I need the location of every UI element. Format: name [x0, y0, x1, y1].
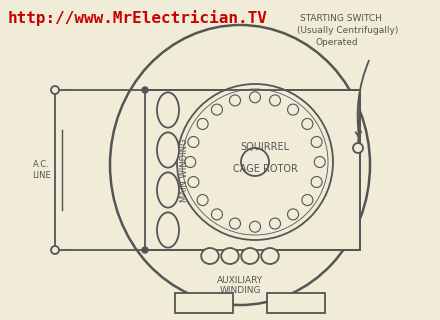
Text: A.C.
LINE: A.C. LINE [32, 160, 51, 180]
Circle shape [230, 95, 241, 106]
Text: Operated: Operated [315, 38, 358, 47]
Circle shape [311, 137, 322, 148]
Ellipse shape [157, 212, 179, 248]
Circle shape [51, 86, 59, 94]
Circle shape [142, 87, 148, 93]
Ellipse shape [241, 248, 259, 264]
Circle shape [188, 177, 199, 188]
Ellipse shape [221, 248, 239, 264]
Text: WINDING: WINDING [219, 286, 261, 295]
Circle shape [288, 104, 299, 115]
Bar [175, 293, 233, 313]
Circle shape [249, 221, 260, 232]
Circle shape [197, 118, 208, 130]
Text: AUXILIARY: AUXILIARY [217, 276, 263, 285]
Ellipse shape [110, 25, 370, 305]
Circle shape [212, 104, 223, 115]
Ellipse shape [157, 132, 179, 168]
Text: http://www.MrElectrician.TV: http://www.MrElectrician.TV [8, 10, 268, 26]
Circle shape [302, 195, 313, 205]
Circle shape [185, 156, 196, 167]
Bar [267, 293, 325, 313]
Text: STARTING SWITCH: STARTING SWITCH [300, 14, 382, 23]
Circle shape [142, 247, 148, 253]
Circle shape [270, 95, 281, 106]
Circle shape [353, 143, 363, 153]
Ellipse shape [261, 248, 279, 264]
Circle shape [188, 137, 199, 148]
Bar [145, 90, 360, 250]
Circle shape [311, 177, 322, 188]
Ellipse shape [157, 172, 179, 208]
Ellipse shape [157, 92, 179, 128]
Text: (Usually Centrifugally): (Usually Centrifugally) [297, 26, 398, 35]
Circle shape [241, 148, 269, 176]
Text: CAGE ROTOR: CAGE ROTOR [233, 164, 297, 174]
Circle shape [288, 209, 299, 220]
Circle shape [177, 84, 333, 240]
Circle shape [314, 156, 325, 167]
Circle shape [230, 218, 241, 229]
Ellipse shape [201, 248, 219, 264]
Circle shape [302, 118, 313, 130]
Circle shape [270, 218, 281, 229]
Circle shape [197, 195, 208, 205]
Circle shape [51, 246, 59, 254]
Text: MAIN WINDING: MAIN WINDING [180, 138, 188, 202]
Text: SQUIRREL: SQUIRREL [240, 142, 290, 152]
Circle shape [249, 92, 260, 103]
Circle shape [212, 209, 223, 220]
